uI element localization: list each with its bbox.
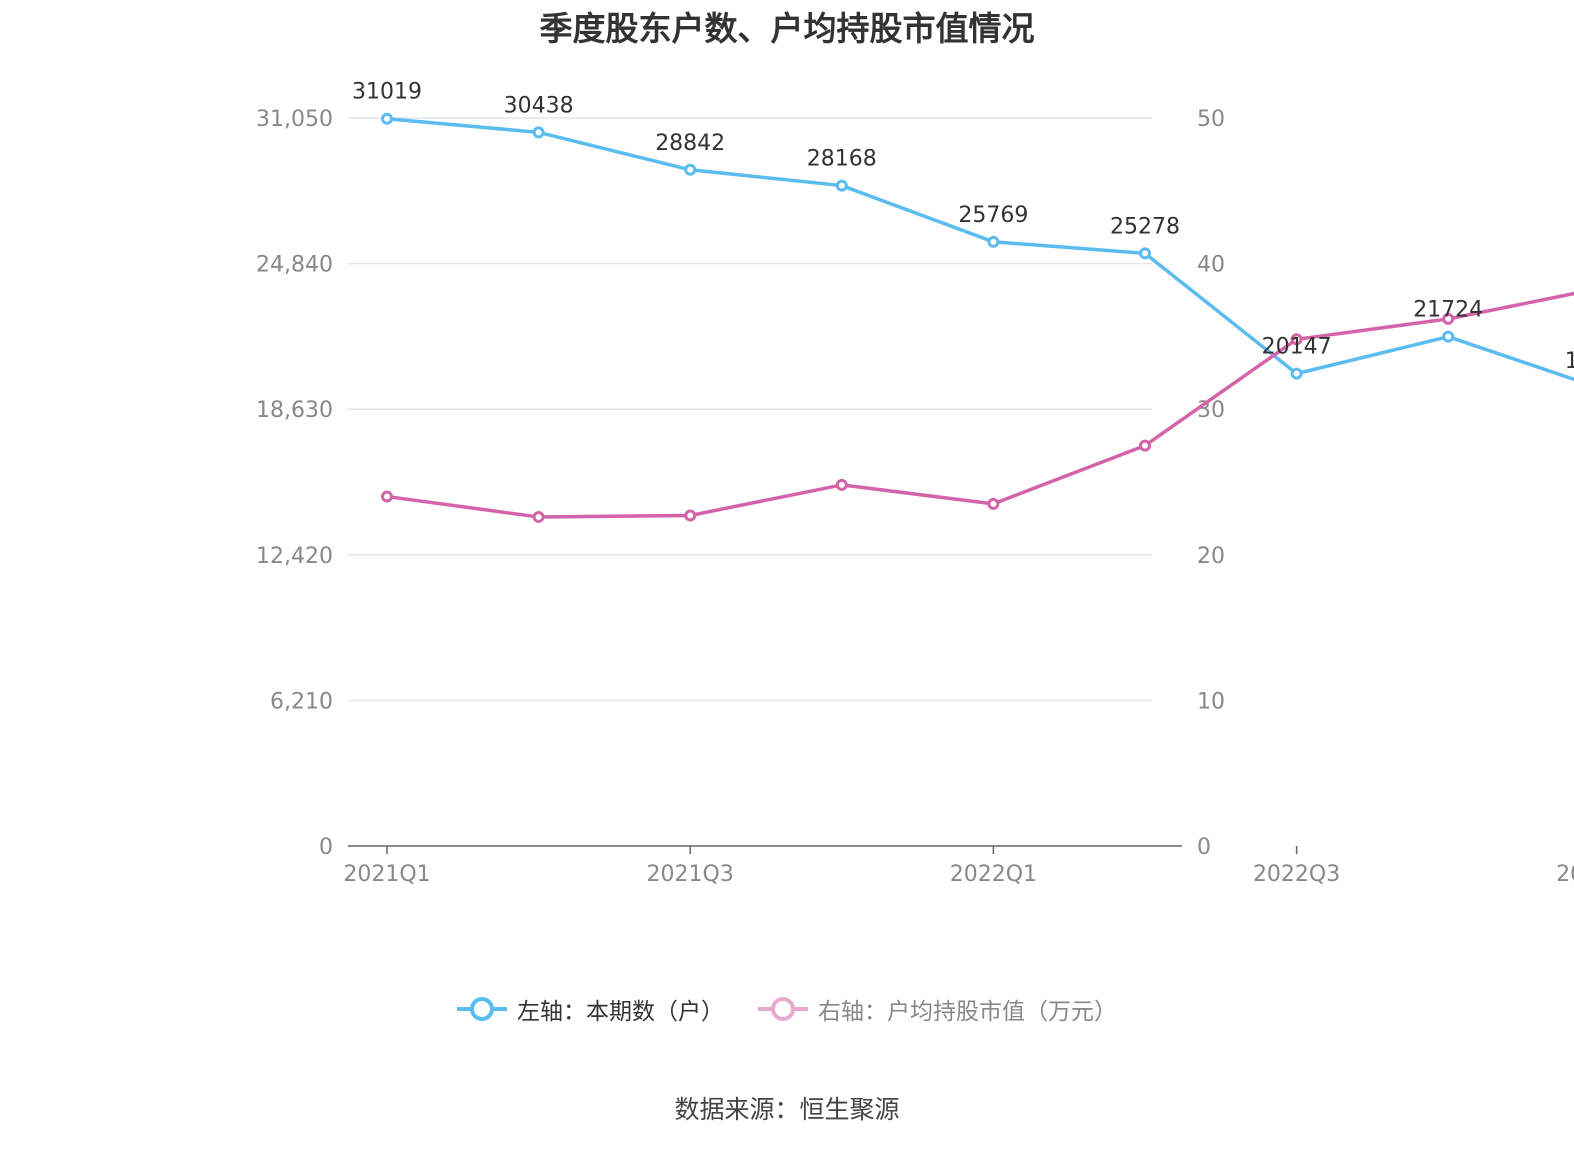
y-right-tick-label: 50	[1197, 107, 1225, 132]
data-label: 20147	[1262, 335, 1332, 360]
legend-left-series-icon	[457, 997, 507, 1021]
legend-right-series-label: 右轴：户均持股市值（万元）	[818, 999, 1117, 1025]
data-label: 25769	[958, 203, 1028, 228]
data-point-left	[1442, 330, 1455, 343]
y-right-tick-label: 10	[1197, 689, 1225, 714]
data-labels: 31019 30438 28842 28168 25769 25278 20147 21724…	[352, 80, 1574, 374]
x-tick-label: 2022Q1	[950, 862, 1037, 887]
y-right-tick-label: 40	[1197, 253, 1225, 278]
axes: 0 6,210 12,420 18,630 24,840 31,050 0 10 20 30 40 5…	[256, 107, 1574, 887]
legend: 左轴：本期数（户） 右轴：户均持股市值（万元）	[0, 992, 1574, 1026]
data-point-right	[684, 509, 697, 522]
x-tick-label: 2023Q1	[1556, 862, 1574, 887]
data-label: 31019	[352, 80, 422, 105]
y-left-tick-label: 31,050	[256, 107, 333, 132]
legend-left-series-label: 左轴：本期数（户）	[517, 999, 724, 1025]
series-line-right	[386, 291, 1574, 519]
data-label: 28842	[655, 131, 725, 156]
y-left-tick-label: 24,840	[256, 253, 333, 278]
grid-lines	[348, 117, 1152, 702]
data-point-right	[532, 510, 545, 523]
data-label: 19529	[1565, 349, 1574, 374]
data-point-left	[1290, 367, 1303, 380]
data-point-left	[532, 126, 545, 139]
x-tick-label: 2022Q3	[1253, 862, 1340, 887]
y-right-tick-label: 30	[1197, 398, 1225, 423]
data-label: 21724	[1413, 298, 1483, 323]
source-note: 数据来源：恒生聚源	[674, 1095, 900, 1124]
series-line-left	[386, 116, 1574, 382]
chart-title: 季度股东户数、户均持股市值情况	[539, 9, 1035, 48]
data-label: 28168	[807, 147, 877, 172]
data-point-left	[1139, 247, 1151, 260]
data-label: 30438	[504, 93, 574, 118]
y-left-tick-label: 12,420	[256, 544, 333, 569]
series	[381, 112, 1574, 523]
y-right-tick-label: 0	[1197, 835, 1211, 860]
data-point-right	[1290, 333, 1303, 346]
legend-item-right-series[interactable]: 右轴：户均持股市值（万元）	[758, 992, 1117, 1026]
legend-item-left-series[interactable]: 左轴：本期数（户）	[457, 992, 724, 1026]
data-point-right	[381, 490, 393, 503]
y-right-tick-label: 20	[1197, 544, 1225, 569]
data-point-left	[987, 235, 1000, 248]
y-left-tick-label: 18,630	[256, 398, 333, 423]
data-point-right	[1442, 312, 1455, 325]
data-point-left	[381, 112, 393, 125]
y-left-tick-label: 0	[319, 835, 333, 860]
data-point-right	[1139, 439, 1151, 452]
line-chart: 0 6,210 12,420 18,630 24,840 31,050 0 10 20 30 40 5…	[256, 80, 1574, 887]
x-tick-label: 2021Q1	[343, 862, 430, 887]
data-point-left	[835, 179, 848, 192]
y-left-tick-label: 6,210	[270, 689, 333, 714]
legend-right-series-icon	[758, 997, 808, 1021]
x-tick-label: 2021Q3	[647, 862, 734, 887]
data-point-left	[684, 163, 697, 176]
data-point-right	[987, 497, 1000, 510]
data-point-right	[835, 478, 848, 491]
data-label: 25278	[1110, 214, 1180, 239]
